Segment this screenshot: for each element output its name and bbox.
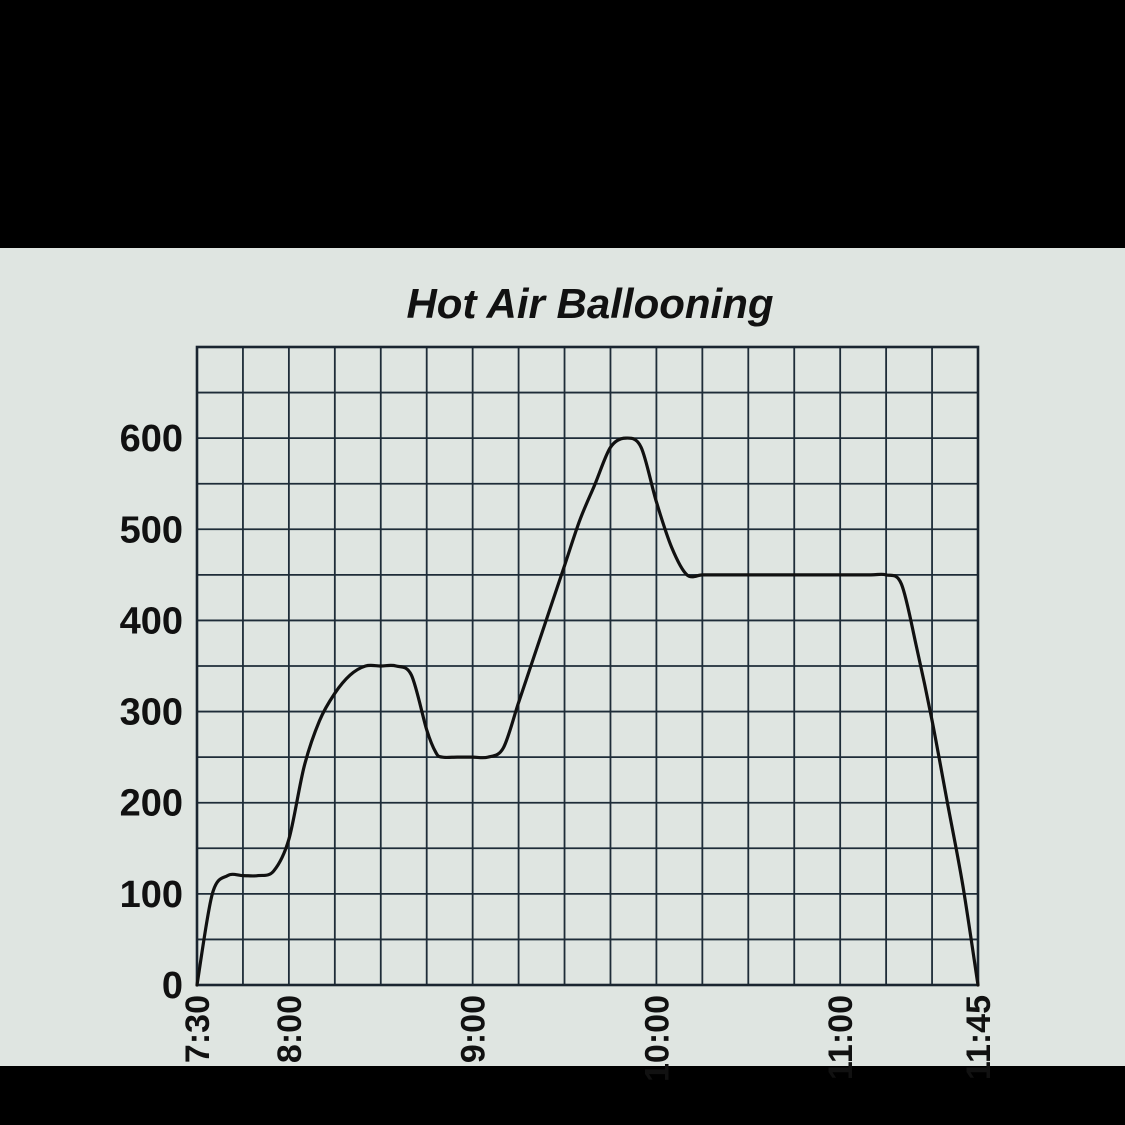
x-axis-ticks: 7:30 8:00 9:00 10:00 11:00 11:45 [179,995,998,1082]
x-tick-label: 10:00 [638,995,676,1082]
chart-paper [0,248,1125,1066]
y-axis-ticks: 0 100 200 300 400 500 600 [120,418,183,1007]
y-tick-label: 500 [120,509,183,551]
x-tick-label: 7:30 [179,995,217,1063]
x-tick-label: 11:45 [960,995,998,1080]
series-line [195,436,980,987]
x-tick-label: 11:00 [822,995,860,1080]
y-tick-label: 0 [162,965,183,1007]
x-tick-label: 8:00 [271,995,309,1063]
series-group [195,436,980,987]
chart-grid [195,345,980,987]
y-tick-label: 200 [120,783,183,825]
plot-frame [195,345,980,987]
y-tick-label: 600 [120,418,183,460]
x-tick-label: 9:00 [455,995,493,1063]
y-tick-label: 100 [120,874,183,916]
y-tick-label: 300 [120,692,183,734]
chart-title: Hot Air Ballooning [406,280,773,327]
y-tick-label: 400 [120,600,183,642]
